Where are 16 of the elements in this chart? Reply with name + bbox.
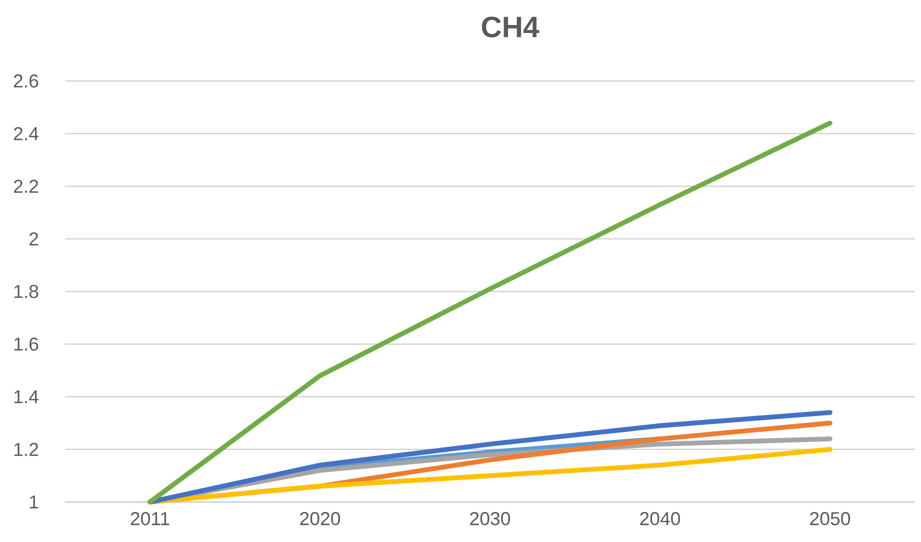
x-tick-label: 2011 [130,512,170,526]
chart-title: CH4 [482,16,540,38]
x-tick-label: 2040 [640,512,680,526]
y-tick-label: 1 [30,496,38,508]
y-tick-label: 1.8 [14,284,38,298]
line-series [148,120,832,504]
y-tick-label: 2.4 [14,127,38,140]
y-tick-label: 2 [30,232,38,246]
y-tick-label: 2.2 [14,180,38,193]
x-tick-label: 2030 [470,512,510,526]
y-tick-label: 1.4 [14,390,38,404]
y-tick-label: 2.6 [14,74,38,88]
y-tick-label: 1.2 [14,442,38,456]
x-tick-label: 2020 [300,512,340,526]
y-tick-label: 1.6 [14,337,38,351]
x-tick-label: 2050 [810,512,850,526]
